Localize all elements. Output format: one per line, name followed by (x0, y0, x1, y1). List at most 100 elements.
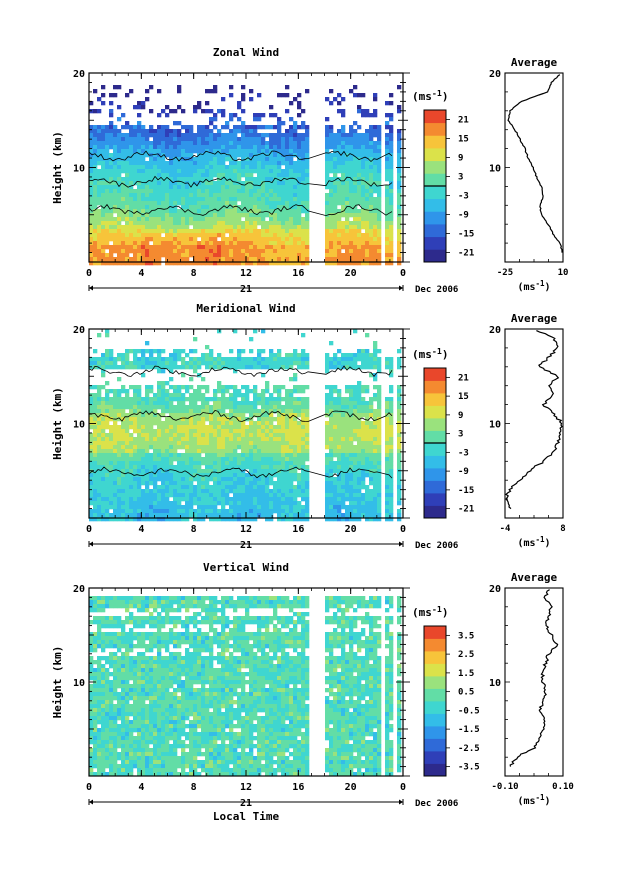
heatmap-cell (329, 389, 334, 394)
heatmap-cell (137, 409, 142, 414)
heatmap-cell (237, 421, 242, 426)
heatmap-cell (149, 125, 154, 130)
heatmap-cell (197, 149, 202, 154)
heatmap-cell (249, 237, 254, 242)
heatmap-cell (361, 389, 366, 394)
heatmap-cell (373, 225, 378, 230)
heatmap-cell (229, 201, 234, 206)
heatmap-cell (185, 217, 190, 222)
heatmap-cell (397, 461, 402, 466)
colorbar-swatch (424, 186, 446, 200)
heatmap-cell (241, 225, 246, 230)
heatmap-cell (349, 425, 354, 430)
heatmap-cell (149, 457, 154, 462)
heatmap-cell (141, 401, 146, 406)
heatmap-cell (233, 173, 238, 178)
heatmap-cell (333, 469, 338, 474)
heatmap-cell (277, 141, 282, 146)
heatmap-cell (185, 353, 190, 358)
heatmap-cell (253, 249, 258, 254)
heatmap-cell (181, 217, 186, 222)
heatmap-cell (277, 117, 282, 122)
heatmap-cells-1 (89, 85, 402, 266)
heatmap-cell (169, 109, 174, 114)
heatmap-cell (377, 481, 382, 486)
heatmap-cell (305, 445, 310, 450)
heatmap-cell (209, 413, 214, 418)
heatmap-cell (389, 477, 394, 482)
heatmap-cell (129, 141, 134, 146)
heatmap-cell (109, 413, 114, 418)
colorbar-swatch (424, 173, 446, 187)
heatmap-cell (337, 169, 342, 174)
heatmap-cell (365, 413, 370, 418)
heatmap-cell (377, 229, 382, 234)
heatmap-cell (149, 413, 154, 418)
heatmap-cell (121, 473, 126, 478)
heatmap-cell (229, 133, 234, 138)
heatmap-cell (125, 241, 130, 246)
heatmap-cell (197, 449, 202, 454)
heatmap-cell (245, 245, 250, 250)
heatmap-cell (217, 137, 222, 142)
heatmap-cell (361, 165, 366, 170)
heatmap-cell (293, 205, 298, 210)
heatmap-cell (341, 97, 346, 102)
heatmap-cell (397, 425, 402, 430)
heatmap-cell (169, 357, 174, 362)
heatmap-cell (361, 233, 366, 238)
heatmap-cell (361, 213, 366, 218)
heatmap-cell (353, 213, 358, 218)
heatmap-cell (181, 441, 186, 446)
heatmap-cell (185, 225, 190, 230)
heatmap-cell (181, 153, 186, 158)
heatmap-cell (289, 249, 294, 254)
heatmap-cell (261, 169, 266, 174)
heatmap-cell (157, 353, 162, 358)
heatmap-cell (161, 461, 166, 466)
heatmap-cell (261, 233, 266, 238)
heatmap-cell (377, 425, 382, 430)
heatmap-cell (177, 129, 182, 134)
heatmap-cell (389, 457, 394, 462)
heatmap-cell (257, 217, 262, 222)
heatmap-cell (217, 149, 222, 154)
heatmap-cell (241, 233, 246, 238)
heatmap-cell (201, 405, 206, 410)
heatmap-cell (149, 353, 154, 358)
heatmap-cell (285, 185, 290, 190)
heatmap-cell (277, 457, 282, 462)
heatmap-cell (217, 245, 222, 250)
heatmap-cell (225, 125, 230, 130)
heatmap-cell (365, 449, 370, 454)
heatmap-cell (249, 261, 254, 266)
heatmap-cell (177, 457, 182, 462)
heatmap-cell (181, 225, 186, 230)
heatmap-cell (361, 397, 366, 402)
heatmap-cell (225, 205, 230, 210)
heatmap-cell (197, 357, 202, 362)
heatmap-cell (273, 417, 278, 422)
heatmap-cell (377, 365, 382, 370)
heatmap-cell (333, 449, 338, 454)
heatmap-cell (349, 153, 354, 158)
heatmap-cell (325, 145, 330, 150)
heatmap-cell (201, 441, 206, 446)
heatmap-cell (265, 125, 270, 130)
heatmap-cell (121, 405, 126, 410)
heatmap-cell (237, 217, 242, 222)
heatmap-cell (213, 469, 218, 474)
heatmap-cell (157, 393, 162, 398)
heatmap-cell (293, 477, 298, 482)
heatmap-cell (293, 357, 298, 362)
heatmap-cell (197, 409, 202, 414)
heatmap-cell (333, 209, 338, 214)
heatmap-cell (269, 237, 274, 242)
heatmap-cell (361, 201, 366, 206)
heatmap-cell (373, 489, 378, 494)
heatmap-cell (205, 241, 210, 246)
heatmap-cell (193, 445, 198, 450)
heatmap-cell (297, 401, 302, 406)
heatmap-cell (269, 185, 274, 190)
heatmap-cell (129, 425, 134, 430)
